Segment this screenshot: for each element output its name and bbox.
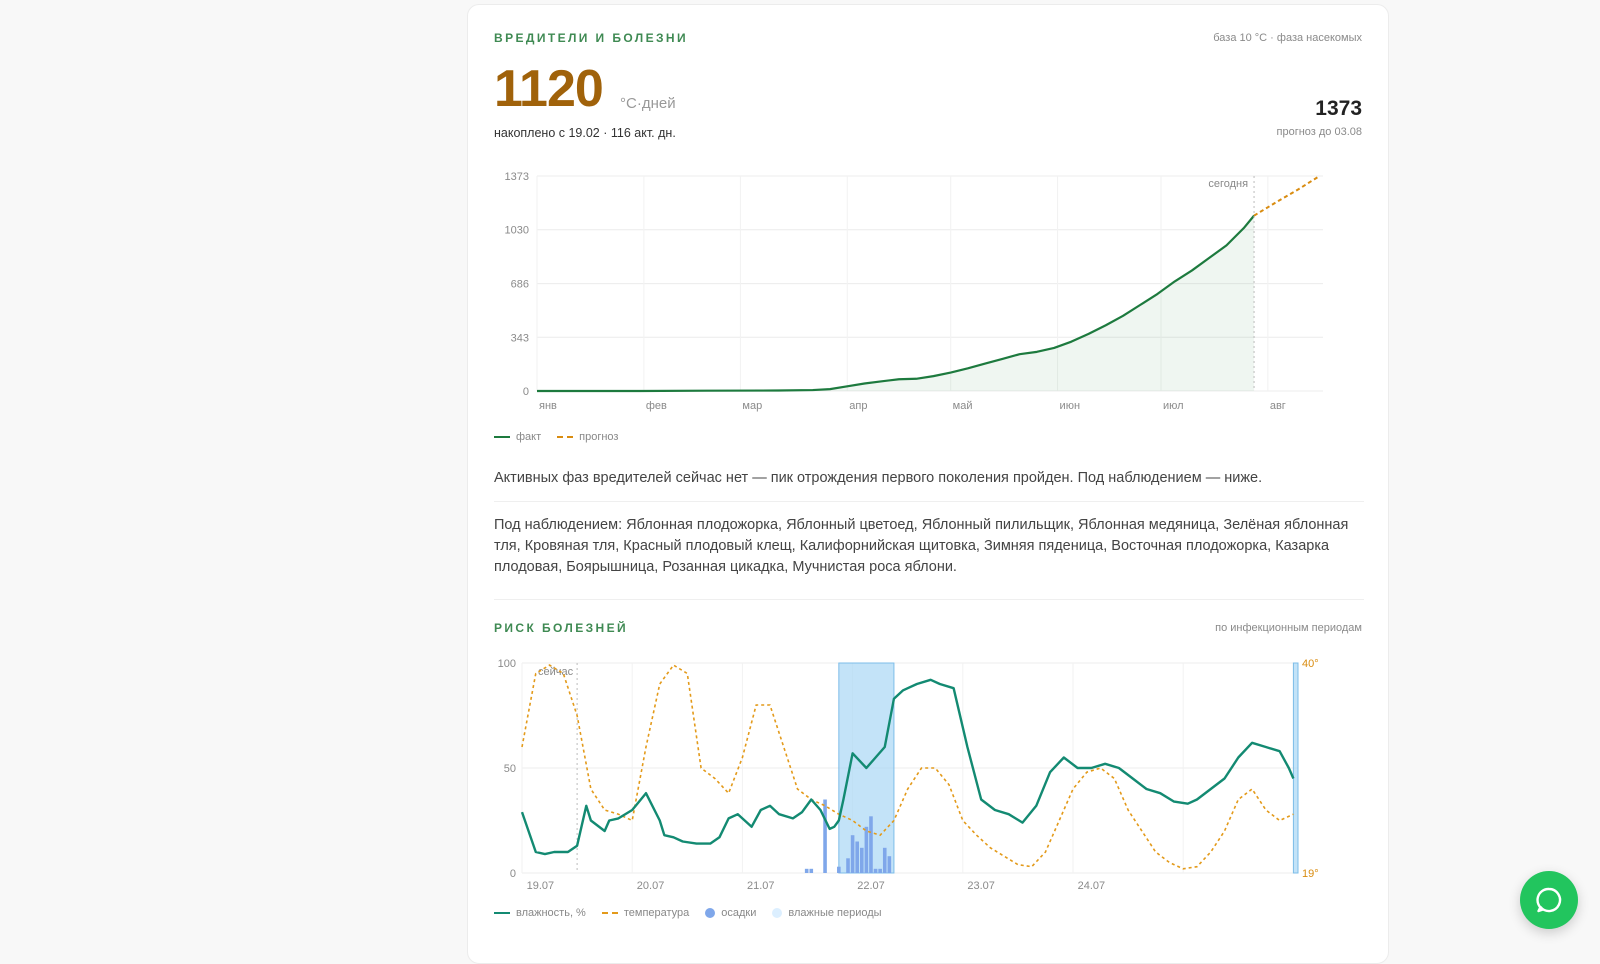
y-tick-label: 50	[504, 763, 516, 775]
disease-legend: влажность, % температура осадки влажные …	[494, 907, 882, 919]
y-tick-label: 100	[498, 658, 516, 670]
x-tick-label: мар	[742, 400, 762, 412]
legend-humidity-label: влажность, %	[516, 907, 586, 919]
precip-bar	[864, 826, 869, 873]
precip-bar	[837, 866, 841, 873]
x-tick-label: июл	[1163, 400, 1184, 412]
x-tick-label: 23.07	[967, 880, 995, 892]
legend-forecast-label: прогноз	[579, 431, 619, 443]
degree-days-chart: 0 343 686 1030 1373 янв фев мар апр май июн июл авг с…	[505, 171, 1323, 412]
precip-bar	[869, 816, 873, 873]
x-tick-label: авг	[1270, 400, 1286, 412]
legend-precip-label: осадки	[721, 907, 757, 919]
legend-precip-swatch	[705, 908, 716, 918]
y-tick-label: 0	[510, 868, 516, 880]
precip-bar	[809, 868, 814, 873]
chat-button[interactable]	[1520, 871, 1578, 929]
pest-status-text: Активных фаз вредителей сейчас нет — пик…	[494, 470, 1263, 486]
disease-note: по инфекционным периодам	[1215, 622, 1362, 634]
legend-fact-label: факт	[516, 431, 542, 443]
legend-item-wet: влажные периоды	[772, 907, 882, 919]
precip-bar	[846, 858, 850, 873]
precip-bar	[878, 868, 882, 873]
watch-list-text: Под наблюдением: Яблонная плодожорка, Яб…	[494, 517, 1349, 575]
section-title: ВРЕДИТЕЛИ И БОЛЕЗНИ	[494, 31, 689, 45]
forecast-label: прогноз до 03.08	[1276, 126, 1363, 138]
legend-wet-label: влажные периоды	[788, 907, 882, 919]
today-label: сегодня	[1208, 178, 1248, 190]
disease-risk-chart: 0 50 100 19.07 20.07 21.07 22.07 23.07 24.07 сейч…	[498, 658, 1319, 892]
precip-bar	[859, 847, 864, 873]
legend-wet-swatch	[772, 908, 783, 918]
precip-bar	[823, 799, 827, 873]
section-note: база 10 °C · фаза насекомых	[1213, 32, 1362, 44]
x-tick-label: 24.07	[1078, 880, 1106, 892]
chat-bubble-icon	[1536, 887, 1562, 913]
fact-line	[537, 214, 1255, 393]
accumulated-info: накоплено с 19.02 · 116 акт. дн.	[494, 126, 676, 140]
legend-item-humidity: влажность, %	[494, 907, 586, 919]
precip-bar	[855, 841, 859, 873]
legend-forecast-swatch	[557, 436, 574, 438]
legend-item-precip: осадки	[705, 907, 756, 919]
degree-days-legend: факт прогноз	[494, 431, 618, 443]
now-label: сейчас	[538, 666, 574, 678]
legend-item-temperature: температура	[601, 907, 690, 919]
humidity-line	[520, 678, 1295, 856]
precip-bar	[873, 868, 878, 873]
precip-bar	[882, 847, 887, 873]
y-tick-label: 686	[511, 279, 529, 291]
x-tick-label: фев	[646, 400, 667, 412]
x-tick-label: янв	[539, 400, 557, 412]
legend-fact-swatch	[494, 436, 510, 438]
right-axis-bottom-label: 19°	[1302, 868, 1319, 880]
divider	[494, 599, 1364, 600]
degree-days-unit: °С·дней	[620, 95, 676, 112]
x-tick-label: апр	[849, 400, 867, 412]
precip-bar	[804, 868, 809, 873]
x-tick-label: июн	[1060, 400, 1080, 412]
fact-area	[537, 215, 1255, 391]
precip-bar	[850, 835, 855, 873]
legend-humidity-swatch	[494, 912, 510, 914]
precip-bar	[887, 856, 892, 873]
degree-days-value: 1120	[494, 60, 604, 118]
right-axis-top-label: 40°	[1302, 658, 1319, 670]
temperature-line	[521, 664, 1294, 870]
x-tick-label: 21.07	[747, 880, 775, 892]
y-tick-label: 1373	[505, 171, 529, 183]
forecast-line	[1253, 175, 1321, 217]
y-tick-label: 343	[511, 332, 529, 344]
legend-temperature-label: температура	[623, 907, 690, 919]
legend-temperature-swatch	[601, 912, 618, 914]
forecast-value: 1373	[1315, 97, 1362, 120]
disease-title: РИСК БОЛЕЗНЕЙ	[494, 621, 629, 635]
wet-period	[1292, 662, 1299, 874]
y-tick-label: 0	[523, 386, 529, 398]
x-tick-label: май	[953, 400, 973, 412]
x-tick-label: 22.07	[857, 880, 885, 892]
pests-card: ВРЕДИТЕЛИ И БОЛЕЗНИ база 10 °C · фаза на…	[467, 4, 1389, 964]
legend-item-forecast: прогноз	[557, 431, 618, 443]
x-tick-label: 20.07	[637, 880, 665, 892]
divider	[494, 501, 1364, 502]
x-tick-label: 19.07	[527, 880, 555, 892]
y-tick-label: 1030	[505, 225, 529, 237]
legend-item-fact: факт	[494, 431, 541, 443]
